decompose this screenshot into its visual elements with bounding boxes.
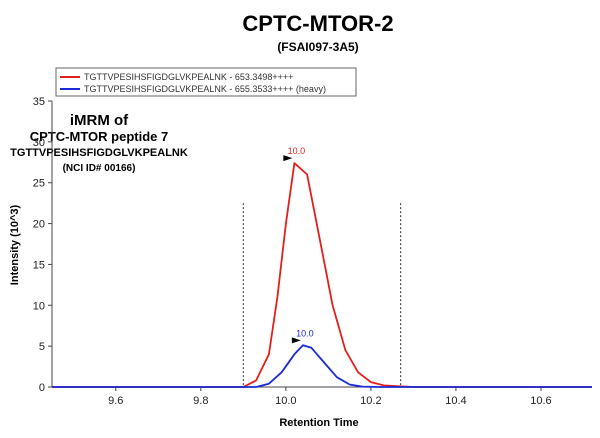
annotation-line-2: CPTC-MTOR peptide 7 xyxy=(30,129,168,144)
annotation-line-3: TGTTVPESIHSFIGDGLVKPEALNK xyxy=(10,147,188,159)
x-tick-label: 10.0 xyxy=(275,395,296,407)
y-axis-label: Intensity (10^3) xyxy=(9,204,21,285)
x-tick-label: 10.4 xyxy=(445,395,466,407)
y-tick-label: 20 xyxy=(33,219,45,231)
legend-label-heavy: TGTTVPESIHSFIGDGLVKPEALNK - 655.3533++++… xyxy=(84,84,326,94)
y-tick-label: 35 xyxy=(33,96,45,108)
peak-label-1: 10.0 xyxy=(296,328,314,338)
y-tick-label: 10 xyxy=(33,300,45,312)
x-tick-label: 10.6 xyxy=(530,395,551,407)
annotation-line-4: (NCI ID# 00166) xyxy=(63,163,136,174)
x-axis-label: Retention Time xyxy=(279,417,358,429)
legend: TGTTVPESIHSFIGDGLVKPEALNK - 653.3498++++… xyxy=(55,67,357,97)
legend-box xyxy=(55,67,357,97)
peak-marker-0 xyxy=(283,155,293,162)
y-tick-label: 15 xyxy=(33,259,45,271)
annotation: iMRM of CPTC-MTOR peptide 7 TGTTVPESIHSF… xyxy=(10,112,188,174)
y-tick-label: 25 xyxy=(33,178,45,190)
series-line-0 xyxy=(52,162,592,388)
chart-title: CPTC-MTOR-2 xyxy=(242,11,393,36)
annotation-line-1: iMRM of xyxy=(70,112,129,129)
legend-label-light: TGTTVPESIHSFIGDGLVKPEALNK - 653.3498++++ xyxy=(84,72,293,82)
peak-labels: 10.0 10.0 xyxy=(283,146,314,344)
integration-boundaries xyxy=(242,203,402,387)
y-tick-label: 30 xyxy=(33,137,45,149)
peak-label-0: 10.0 xyxy=(288,146,306,156)
x-tick-label: 9.8 xyxy=(193,395,208,407)
chart-subtitle: (FSAI097-3A5) xyxy=(277,40,358,54)
series-lines xyxy=(52,162,592,388)
peak-marker-1 xyxy=(291,337,301,344)
x-tick-label: 9.6 xyxy=(108,395,123,407)
y-tick-label: 0 xyxy=(39,382,45,394)
y-tick-label: 5 xyxy=(39,341,45,353)
series-line-1 xyxy=(52,344,592,388)
x-tick-label: 10.2 xyxy=(360,395,381,407)
